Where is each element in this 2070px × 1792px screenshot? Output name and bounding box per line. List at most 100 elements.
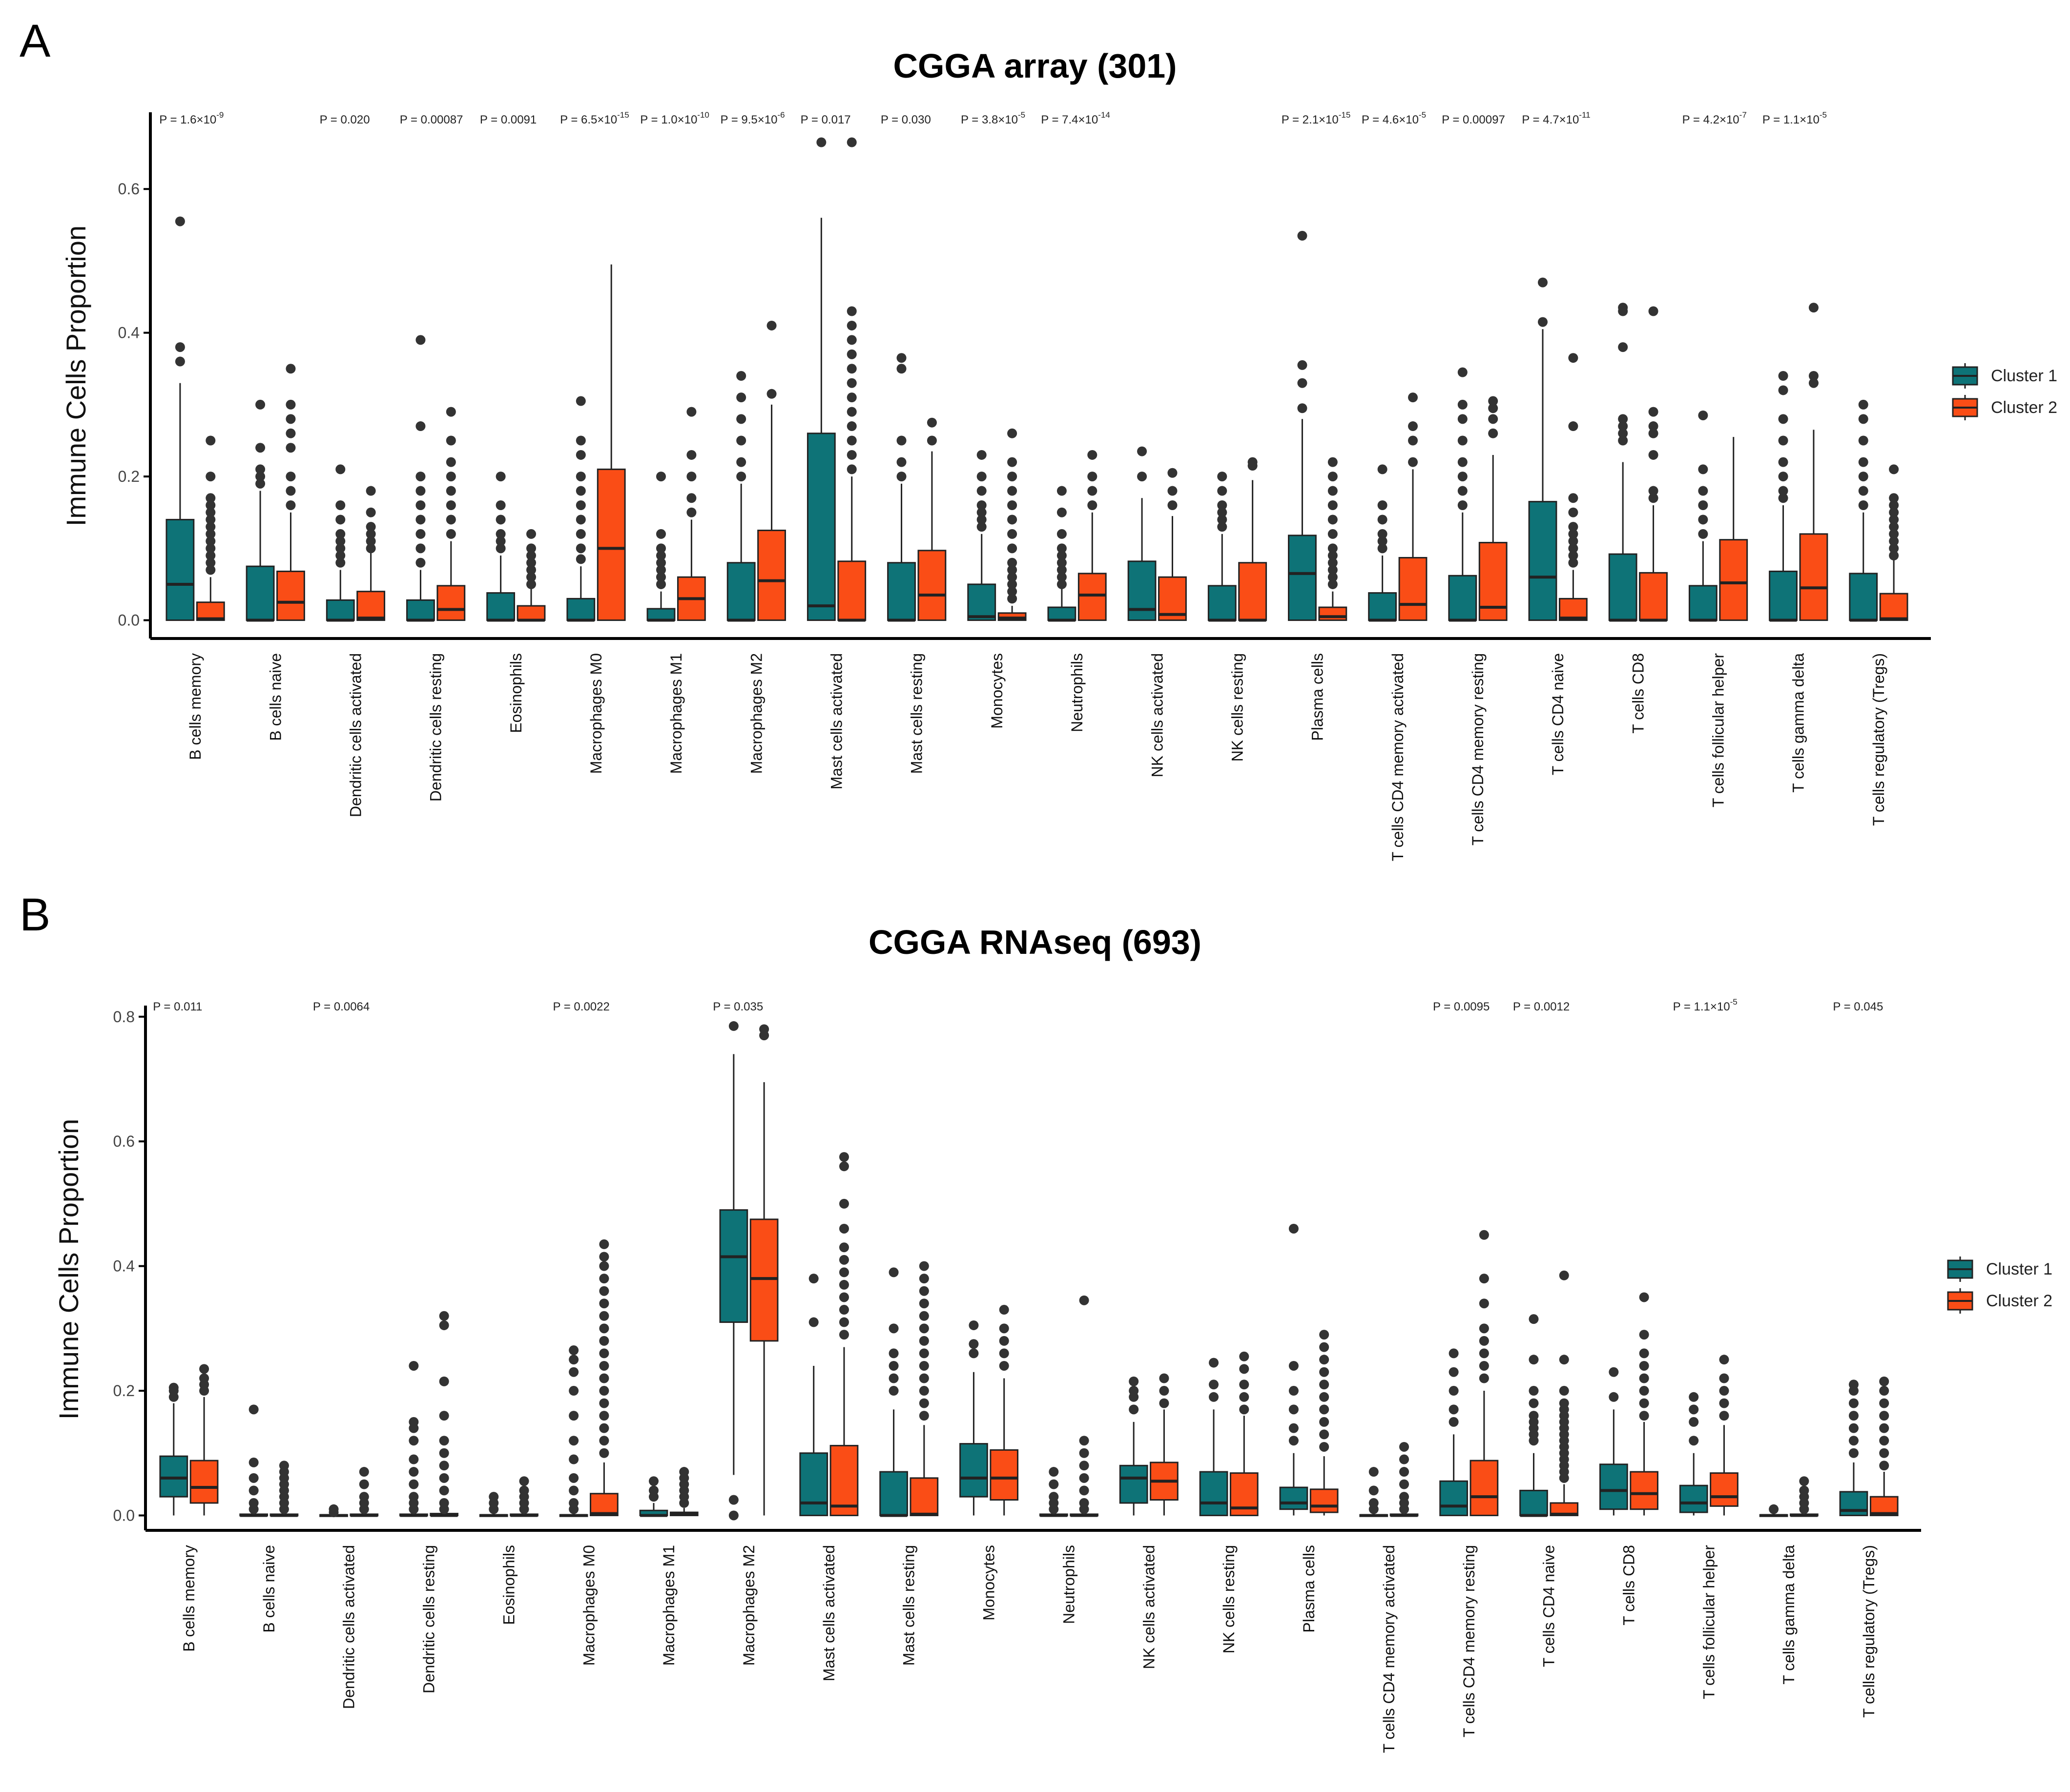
outlier-point <box>1879 1398 1889 1408</box>
box-1 <box>719 1021 748 1521</box>
outlier-point <box>599 1360 609 1371</box>
outlier-point <box>1689 1404 1699 1415</box>
p-value-label: P = 0.011 <box>153 1000 202 1013</box>
outlier-point <box>1639 1373 1649 1383</box>
outlier-point <box>1698 515 1708 525</box>
outlier-point <box>1559 1355 1569 1365</box>
box-1 <box>1047 486 1076 622</box>
box-1 <box>1849 399 1878 622</box>
outlier-point <box>1648 486 1658 496</box>
outlier-point <box>255 464 266 474</box>
outlier-point <box>1217 515 1227 525</box>
outlier-point <box>1288 1386 1299 1396</box>
outlier-point <box>1568 551 1578 561</box>
outlier-point <box>1848 1436 1859 1446</box>
outlier-point <box>496 472 506 482</box>
x-tick-label: T cells CD4 naive <box>1540 1545 1558 1667</box>
outlier-point <box>1288 1360 1299 1371</box>
y-tick-label: 0.8 <box>113 1008 135 1026</box>
outlier-point <box>526 551 537 561</box>
outlier-point <box>1056 543 1067 554</box>
p-value-label: P = 6.5×10-15 <box>560 110 629 126</box>
outlier-point <box>1889 464 1899 474</box>
outlier-point <box>1568 522 1578 532</box>
box-2 <box>597 264 626 621</box>
outlier-point <box>1689 1436 1699 1446</box>
outlier-point <box>919 1274 929 1284</box>
box-2 <box>1550 1270 1579 1516</box>
outlier-point <box>976 500 987 510</box>
outlier-point <box>1007 572 1017 582</box>
p-value-label: P = 0.035 <box>713 1000 763 1013</box>
box-2 <box>356 486 386 621</box>
x-tick-label: T cells CD4 memory resting <box>1469 653 1487 845</box>
outlier-point <box>366 543 376 554</box>
outlier-point <box>686 507 697 517</box>
box-rect <box>1398 556 1428 621</box>
outlier-point <box>1297 403 1307 413</box>
box-1 <box>1207 472 1237 622</box>
box-rect <box>829 1444 859 1516</box>
box-rect <box>1439 1480 1468 1516</box>
box-1 <box>166 216 195 621</box>
outlier-point <box>728 1510 739 1521</box>
outlier-point <box>286 428 296 438</box>
x-tick-label: NK cells resting <box>1228 653 1246 762</box>
outlier-point <box>1457 486 1468 496</box>
outlier-point <box>969 1339 979 1349</box>
outlier-point <box>1568 557 1578 568</box>
box-2 <box>1869 1376 1899 1516</box>
panel-letter-b: B <box>20 889 51 941</box>
box-rect <box>1199 1471 1228 1516</box>
box-rect <box>1279 1486 1308 1510</box>
outlier-point <box>1778 385 1788 395</box>
outlier-point <box>1689 1417 1699 1427</box>
box-2 <box>1879 464 1908 621</box>
outlier-point <box>1007 586 1017 597</box>
outlier-point <box>1488 396 1498 406</box>
outlier-point <box>1648 428 1658 438</box>
outlier-point <box>1079 1485 1089 1496</box>
outlier-point <box>919 1386 929 1396</box>
box-1 <box>1528 277 1557 621</box>
outlier-point <box>335 515 346 525</box>
box-rect <box>1719 539 1748 621</box>
outlier-point <box>1889 551 1899 561</box>
p-value-exponent: -7 <box>1739 110 1747 120</box>
box-rect <box>1238 562 1267 621</box>
outlier-point <box>248 1473 259 1483</box>
outlier-point <box>1007 457 1017 467</box>
outlier-point <box>415 335 426 345</box>
box-2 <box>677 407 706 621</box>
outlier-point <box>1297 360 1307 370</box>
outlier-point <box>206 493 216 503</box>
outlier-point <box>415 500 426 510</box>
outlier-point <box>1639 1386 1649 1396</box>
outlier-point <box>1879 1461 1889 1471</box>
outlier-point <box>1769 1504 1779 1514</box>
outlier-point <box>1137 446 1147 456</box>
box-rect <box>1769 570 1798 621</box>
outlier-point <box>919 1286 929 1296</box>
outlier-point <box>1568 507 1578 517</box>
outlier-point <box>359 1467 369 1477</box>
outlier-point <box>839 1255 849 1265</box>
outlier-point <box>439 1498 449 1508</box>
x-tick-label: T cells CD8 <box>1629 653 1647 734</box>
box-2 <box>990 1305 1019 1516</box>
box-rect <box>967 583 996 621</box>
outlier-point <box>1457 367 1468 377</box>
p-value-exponent: -5 <box>1730 997 1738 1007</box>
p-value-label: P = 1.1×10-5 <box>1762 110 1827 126</box>
outlier-point <box>839 1267 849 1277</box>
outlier-point <box>1007 594 1017 604</box>
outlier-point <box>415 515 426 525</box>
x-tick-label: T cells gamma delta <box>1780 1545 1798 1685</box>
outlier-point <box>896 472 907 482</box>
x-tick-label: T cells CD4 memory activated <box>1389 653 1407 861</box>
outlier-point <box>1327 515 1338 525</box>
outlier-point <box>409 1479 419 1489</box>
outlier-point <box>286 443 296 453</box>
box-rect <box>799 1452 828 1516</box>
outlier-point <box>1719 1355 1729 1365</box>
